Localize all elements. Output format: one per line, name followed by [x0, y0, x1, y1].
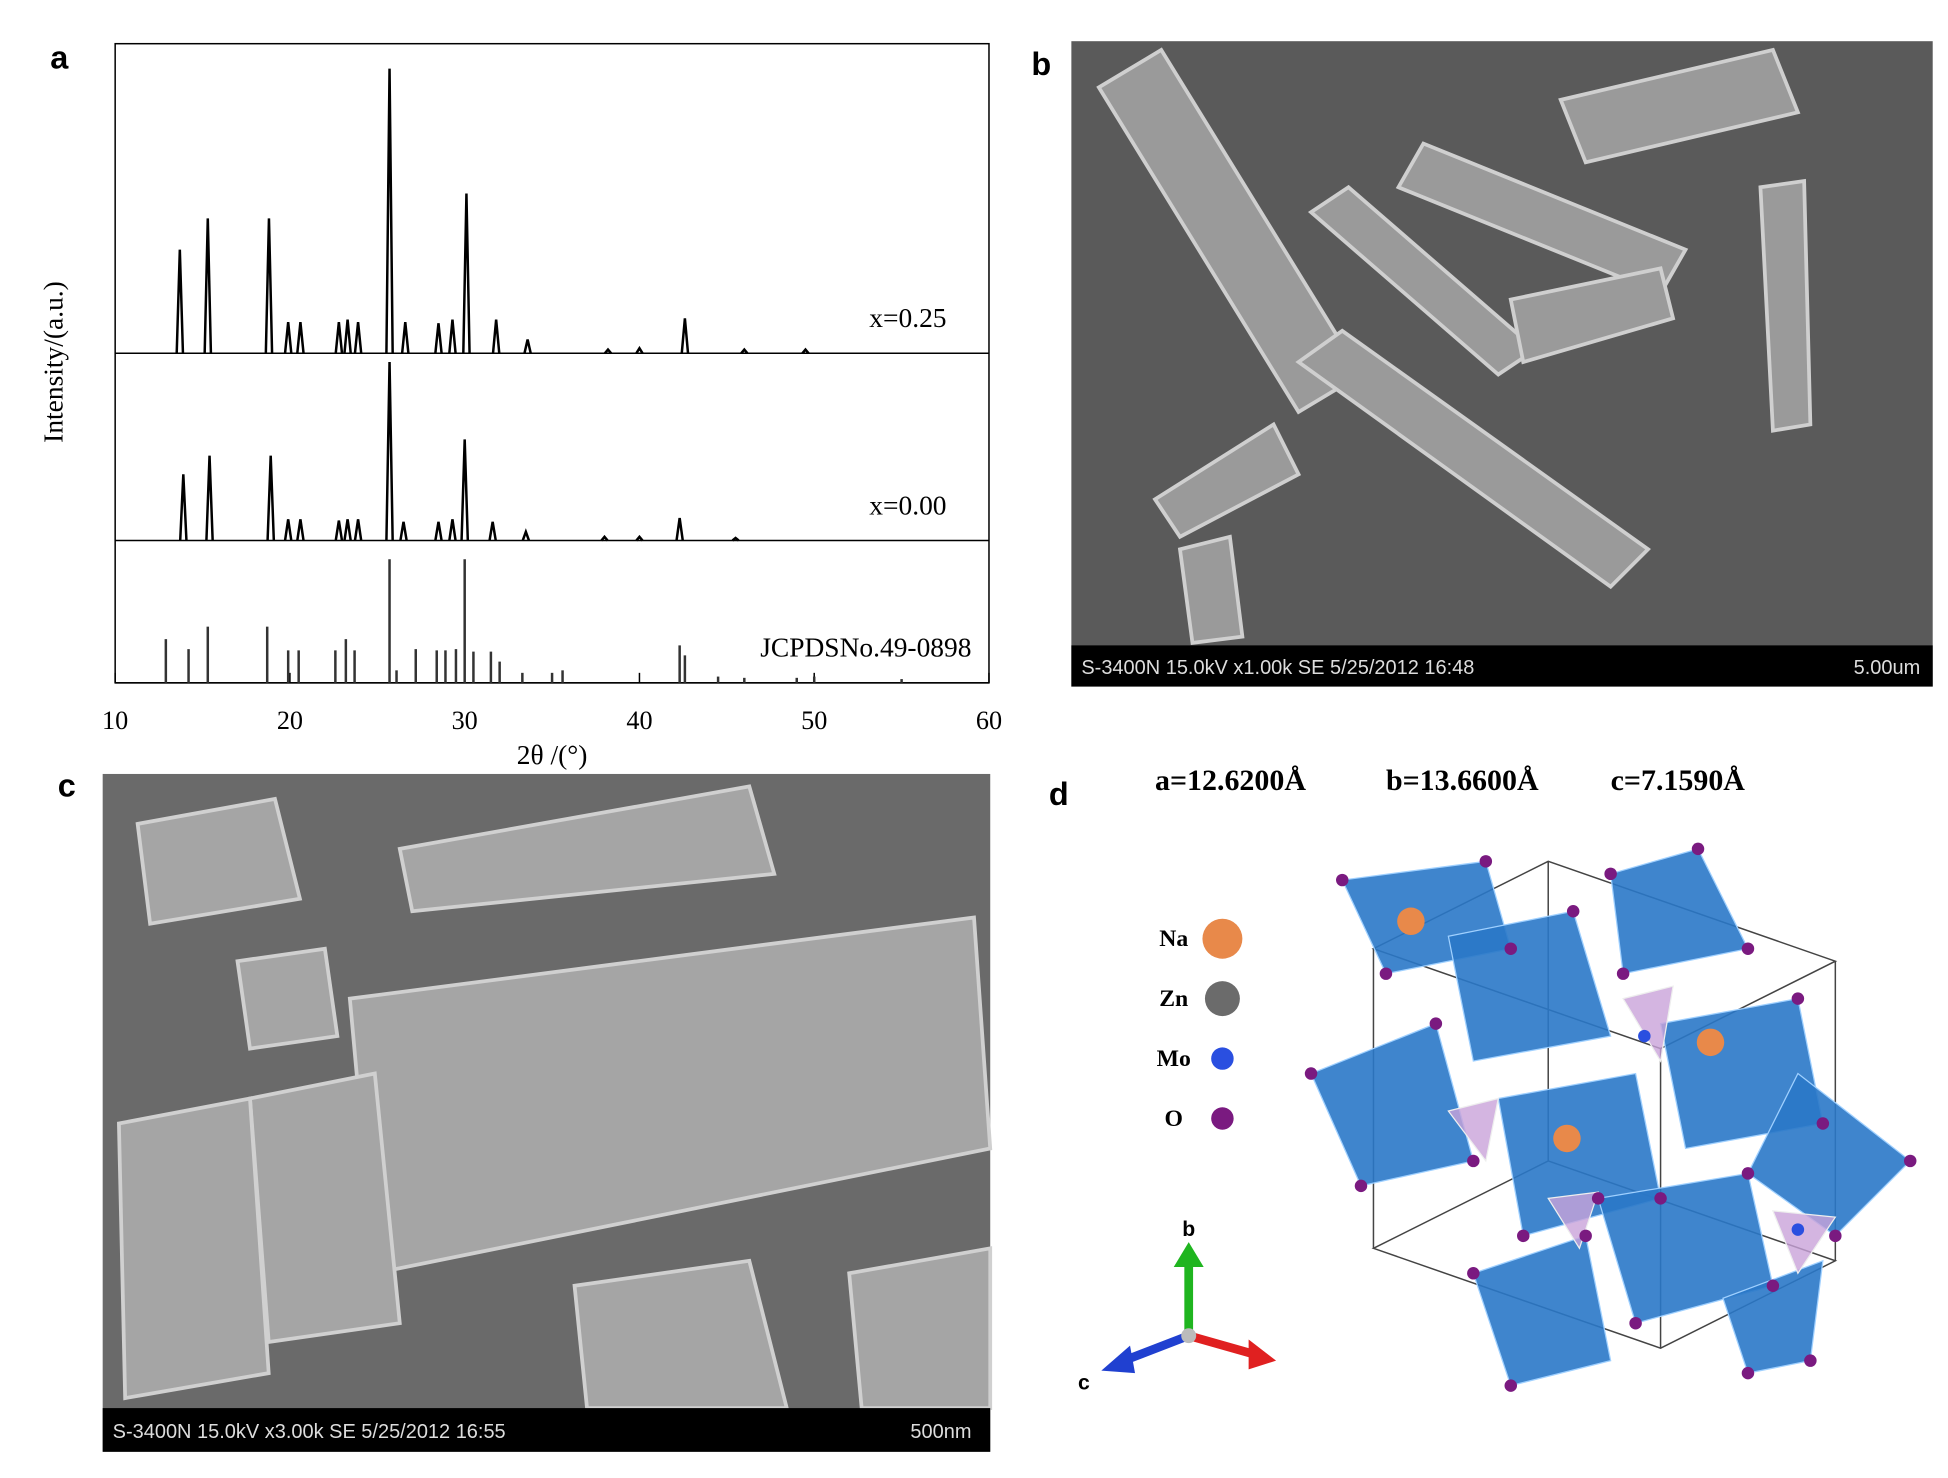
- x-tick-label: 20: [277, 706, 303, 735]
- peak: [283, 519, 293, 541]
- peak: [600, 534, 609, 542]
- peak: [296, 321, 305, 354]
- peak: [296, 519, 305, 541]
- axis-name: c: [1078, 1371, 1090, 1394]
- peak: [675, 517, 685, 541]
- legend-swatch: [1211, 1107, 1234, 1130]
- peak: [635, 345, 644, 354]
- peak: [603, 347, 613, 355]
- peak: [203, 218, 213, 354]
- series-label: x=0.00: [869, 490, 946, 520]
- y-axis-label: Intensity/(a.u.): [39, 281, 69, 443]
- peak: [434, 521, 443, 541]
- legend-label: Mo: [1157, 1046, 1191, 1072]
- peak: [740, 347, 749, 355]
- x-tick-label: 10: [102, 706, 128, 735]
- x-tick-label: 30: [452, 706, 478, 735]
- peak: [205, 455, 214, 541]
- series-label: x=0.25: [869, 303, 946, 333]
- legend-label: O: [1165, 1106, 1183, 1132]
- x-tick-label: 50: [801, 706, 827, 735]
- peak: [353, 321, 363, 354]
- peak: [434, 323, 443, 354]
- x-axis-label: 2θ /(°): [517, 740, 588, 770]
- sem-scale: 5.00um: [1854, 657, 1921, 679]
- peak: [343, 319, 352, 354]
- peak: [635, 534, 644, 542]
- lattice-parameter: c=7.1590Å: [1611, 764, 1746, 797]
- peak: [385, 361, 394, 541]
- legend-swatch: [1202, 918, 1243, 959]
- peak: [448, 519, 457, 541]
- series-label: JCPDSNo.49-0898: [760, 633, 971, 663]
- peak: [178, 474, 188, 541]
- lattice-parameter: b=13.6600Å: [1386, 764, 1539, 797]
- panel-label: b: [1031, 46, 1051, 82]
- axis-triad: [1101, 1242, 1277, 1374]
- lattice-parameter: a=12.6200Å: [1155, 764, 1306, 797]
- crystal-structure: [1304, 842, 1917, 1392]
- peak: [175, 249, 185, 354]
- peak: [680, 318, 690, 354]
- sem-scale: 500nm: [910, 1421, 971, 1443]
- legend-swatch: [1211, 1047, 1234, 1070]
- panel-label: a: [50, 40, 69, 76]
- peak: [448, 319, 457, 354]
- panel-label: d: [1049, 776, 1069, 812]
- peak: [491, 319, 501, 354]
- peak: [334, 520, 344, 541]
- legend-label: Zn: [1159, 986, 1188, 1012]
- plot-frame: [114, 42, 990, 684]
- sem-image-b: S-3400N 15.0kV x1.00k SE 5/25/2012 16:48…: [1071, 41, 1933, 687]
- peak: [266, 455, 276, 541]
- peak: [353, 519, 363, 541]
- peak: [264, 218, 274, 354]
- peak: [283, 321, 293, 354]
- peak: [523, 339, 532, 354]
- axis-name: b: [1182, 1218, 1195, 1241]
- legend-label: Na: [1159, 926, 1188, 952]
- peak: [462, 193, 471, 354]
- peak: [334, 321, 344, 354]
- peak: [521, 528, 531, 541]
- peak: [399, 521, 408, 541]
- peak: [460, 439, 470, 541]
- legend-swatch: [1204, 981, 1240, 1017]
- panel-label: c: [58, 767, 76, 803]
- x-tick-label: 40: [626, 706, 652, 735]
- sem-info: S-3400N 15.0kV x1.00k SE 5/25/2012 16:48: [1081, 657, 1474, 679]
- sem-image-c: S-3400N 15.0kV x3.00k SE 5/25/2012 16:55…: [102, 773, 993, 1452]
- peak: [385, 68, 394, 354]
- x-tick-label: 60: [976, 706, 1002, 735]
- peak: [801, 347, 810, 355]
- peak: [400, 321, 410, 354]
- peak: [343, 519, 352, 541]
- peak: [731, 536, 740, 542]
- sem-info: S-3400N 15.0kV x3.00k SE 5/25/2012 16:55: [113, 1421, 506, 1443]
- peak: [488, 521, 498, 541]
